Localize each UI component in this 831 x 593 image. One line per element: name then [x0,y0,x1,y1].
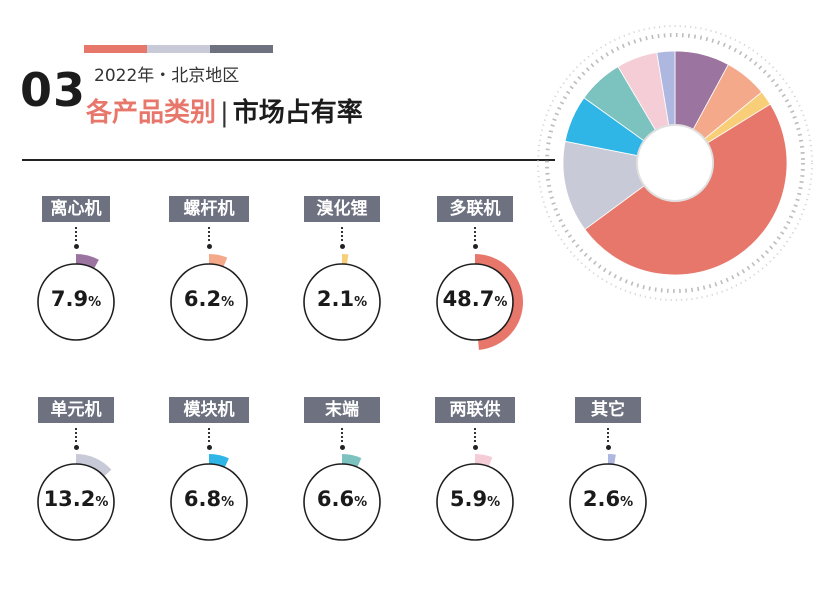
gauge-value: 13.2% [31,487,121,511]
gauge-value: 6.8% [164,487,254,511]
gauge-value-number: 6.2 [183,287,222,311]
category-connector [341,428,343,442]
category-connector [75,428,77,442]
gauge-value-percent: % [494,295,508,310]
gauge-value-percent: % [221,495,235,510]
category-connector [208,428,210,442]
gauge-value-percent: % [95,495,109,510]
category-connector-dot [339,445,345,450]
gauge-value-number: 2.1 [316,287,355,311]
category-connector [474,428,476,442]
category-connector-dot [73,244,79,249]
gauge-value: 7.9% [31,287,121,311]
category-connector [474,227,476,241]
gauge-value-percent: % [354,295,368,310]
category-connector [607,428,609,442]
gauge-value-number: 5.9 [449,487,488,511]
gauge-chart [37,454,115,541]
category-label: 其它 [575,397,641,423]
gauge-circle [569,463,647,541]
gauge-value: 2.1% [297,287,387,311]
chart-subtitle: 2022年・北京地区 [94,66,240,86]
gauge-circle [37,263,115,341]
gauge-value-percent: % [487,495,501,510]
gauge-value-percent: % [354,495,368,510]
donut-outer-dotted-ring-2 [537,25,813,301]
category-connector-dot [472,244,478,249]
category-connector-dot [206,244,212,249]
gauge-value: 48.7% [430,287,520,311]
chart-title-separator: | [220,98,229,128]
gauge-chart [303,254,381,341]
category-connector-dot [472,445,478,450]
donut-hole [636,124,714,202]
section-number: 03 [20,63,87,117]
gauge-value-percent: % [88,295,102,310]
category-connector [208,227,210,241]
gauge-value-number: 7.9 [50,287,89,311]
category-connector [75,227,77,241]
gauge-value-number: 6.8 [183,487,222,511]
category-connector-dot [73,445,79,450]
category-label: 溴化锂 [304,196,380,222]
gauge-value: 6.2% [164,287,254,311]
chart-title-category: 各产品类别 [86,98,217,128]
category-label: 两联供 [435,397,515,423]
gauge-chart [170,454,248,541]
category-connector-dot [206,445,212,450]
gauge-value: 5.9% [430,487,520,511]
category-label: 单元机 [38,397,114,423]
gauge-value-number: 2.6 [582,487,621,511]
category-connector-dot [339,244,345,249]
gauge-value: 2.6% [563,487,653,511]
gauge-value-number: 13.2 [43,487,96,511]
gauge-value-percent: % [620,495,634,510]
category-connector [341,227,343,241]
gauge-chart [170,254,248,341]
gauge-value-percent: % [221,295,235,310]
category-label: 离心机 [42,196,110,222]
header-divider [22,159,555,161]
gauge-circle [303,263,381,341]
header-bar-red [84,45,147,53]
gauge-chart [37,254,115,341]
category-label: 螺杆机 [169,196,249,222]
header-bar-slate [210,45,273,53]
gauge-chart [303,454,381,541]
gauge-chart [436,254,524,350]
chart-title: 各产品类别 | 市场占有率 [86,92,363,129]
category-label: 模块机 [169,397,249,423]
gauge-chart [569,454,647,541]
gauge-circle [436,263,514,341]
header-bar-lavender [147,45,210,53]
chart-title-rest: 市场占有率 [232,98,363,128]
gauge-circle [303,463,381,541]
gauge-circle [37,463,115,541]
gauge-circle [170,263,248,341]
gauge-value-number: 6.6 [316,487,355,511]
gauge-value-number: 48.7 [442,287,495,311]
gauge-chart [436,454,514,541]
gauge-value: 6.6% [297,487,387,511]
gauge-circle [436,463,514,541]
category-label: 多联机 [437,196,513,222]
gauge-circle [170,463,248,541]
donut-outer-dotted-ring [545,33,805,293]
category-connector-dot [605,445,611,450]
category-label: 末端 [304,397,380,423]
